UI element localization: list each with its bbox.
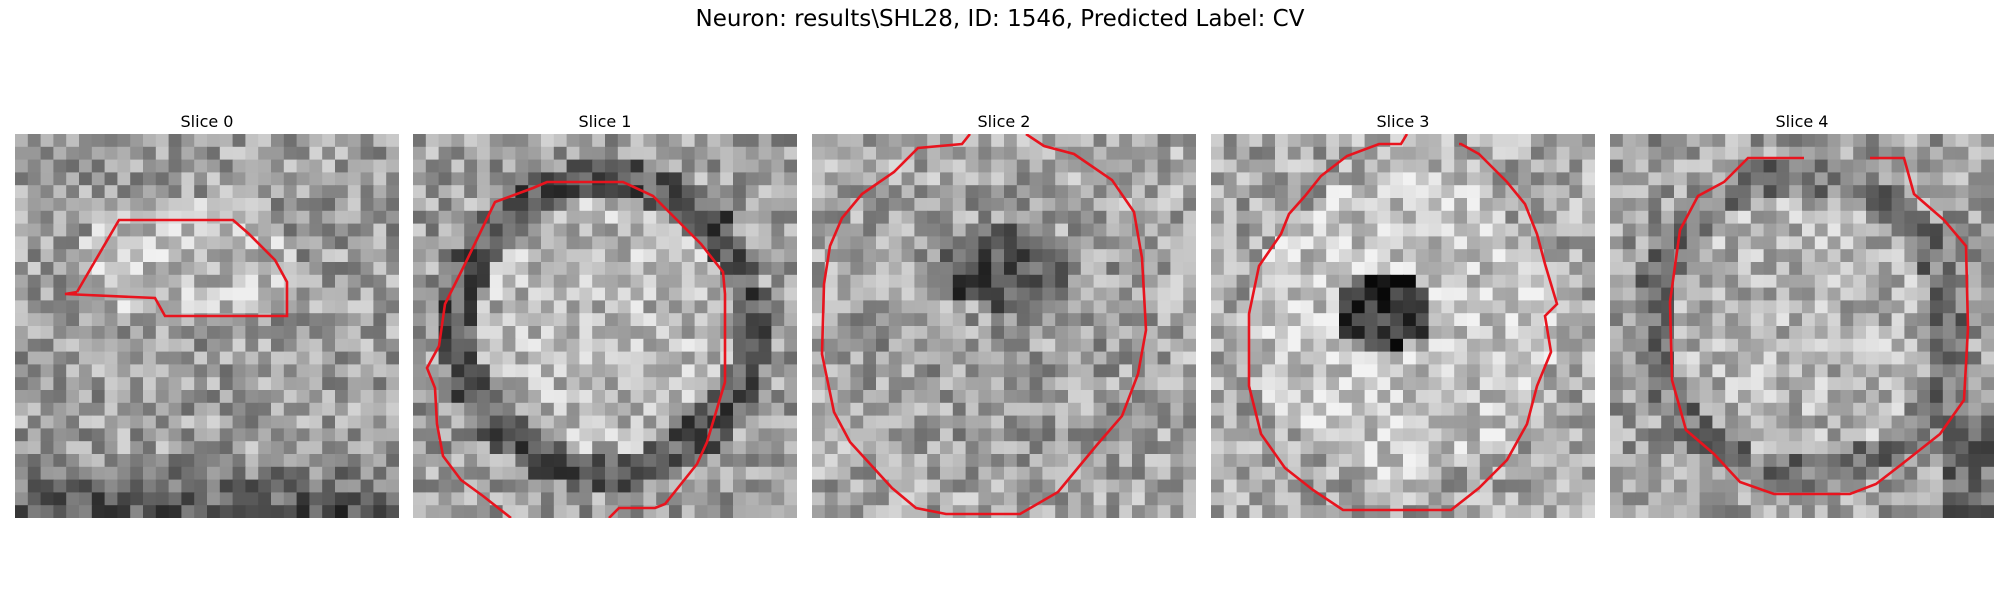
slice-image-2 [812,134,1196,518]
slice-panel-2: Slice 2 [812,110,1196,518]
contour-line [820,134,1148,516]
contour-line [64,218,289,318]
contour-line [1668,156,1970,496]
figure-title: Neuron: results\SHL28, ID: 1546, Predict… [695,6,1305,32]
contour-line [425,180,727,518]
slice-image-0 [15,134,399,518]
slice-panel-4: Slice 4 [1610,110,1994,518]
slice-title: Slice 3 [1376,112,1430,131]
contour-line [1247,134,1559,512]
slice-image-1 [413,134,797,518]
slice-image-3 [1211,134,1595,518]
slice-panel-3: Slice 3 [1211,110,1595,518]
slice-image-4 [1610,134,1994,518]
slice-panel-0: Slice 0 [15,110,399,518]
slice-title: Slice 4 [1775,112,1829,131]
slice-title: Slice 0 [180,112,234,131]
slice-title: Slice 1 [578,112,632,131]
slice-panel-1: Slice 1 [413,110,797,518]
slice-title: Slice 2 [977,112,1031,131]
